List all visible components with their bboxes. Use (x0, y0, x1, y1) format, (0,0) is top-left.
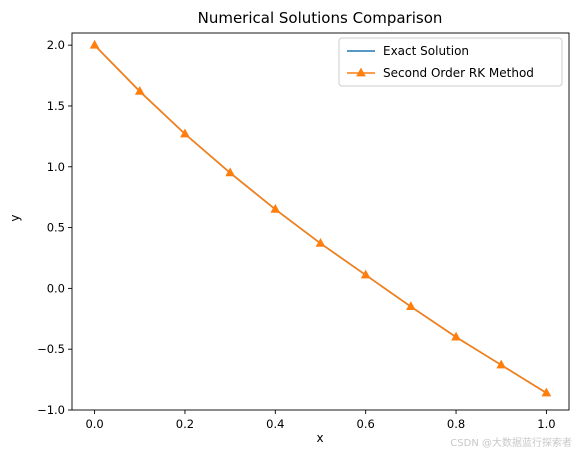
axes-layer: 0.0 0.2 0.4 0.6 0.8 1.0 −1.0 −0.5 0.0 0.5 1.0 1.5 2.… (37, 32, 570, 431)
x-tick-label: 0.0 (85, 417, 103, 431)
y-tick-label: 1.0 (47, 160, 65, 174)
legend-label-0: Exact Solution (383, 44, 469, 58)
y-axis-label: y (8, 214, 22, 221)
series-line-0 (94, 44, 547, 394)
legend-marker-1 (356, 67, 366, 77)
series-point-1 (89, 39, 100, 49)
legend: Exact Solution Second Order RK Method (338, 37, 563, 87)
x-axis-label: x (316, 431, 323, 445)
series-point-1 (270, 203, 281, 213)
x-tick-label: 1.0 (537, 417, 555, 431)
y-tick-label: 1.5 (47, 99, 65, 113)
series-point-1 (360, 269, 371, 279)
series-point-1 (134, 85, 145, 95)
series-point-1 (406, 301, 416, 311)
x-tick-label: 0.2 (176, 417, 194, 431)
series-point-1 (496, 359, 507, 369)
legend-box (338, 37, 563, 87)
series-point-1 (541, 387, 552, 397)
x-tick-label: 0.4 (266, 417, 284, 431)
y-tick-label: 2.0 (47, 38, 65, 52)
series-point-1 (451, 331, 461, 341)
plot-layer (89, 39, 552, 397)
x-tick-label: 0.6 (357, 417, 375, 431)
y-tick-label: 0.5 (47, 221, 65, 235)
x-tick-label: 0.8 (447, 417, 465, 431)
series-line-1 (94, 44, 547, 394)
series-point-1 (225, 167, 235, 177)
series-point-1 (180, 128, 190, 138)
watermark-text: CSDN @大数据蓝行探索者 (450, 438, 572, 449)
chart-title: Numerical Solutions Comparison (198, 9, 443, 27)
y-tick-label: 0.0 (47, 281, 65, 295)
y-tick-label: −1.0 (37, 403, 65, 417)
y-tick-label: −0.5 (37, 342, 65, 356)
plot-frame (71, 32, 570, 411)
legend-label-1: Second Order RK Method (383, 66, 534, 80)
series-point-1 (315, 237, 326, 247)
